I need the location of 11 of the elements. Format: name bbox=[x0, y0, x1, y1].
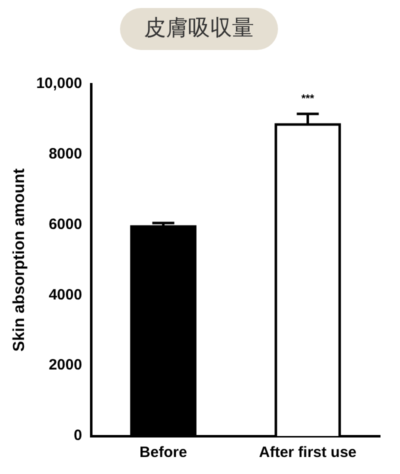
y-axis-title: Skin absorption amount bbox=[11, 168, 28, 352]
y-tick-label: 10,000 bbox=[36, 75, 82, 92]
annotation: *** bbox=[301, 92, 315, 105]
y-tick-label: 2000 bbox=[48, 356, 82, 374]
y-tick-label: 4000 bbox=[48, 286, 82, 304]
chart-title: 皮膚吸収量 bbox=[120, 8, 278, 50]
x-tick-label: After first use bbox=[259, 444, 357, 462]
y-tick-label: 0 bbox=[74, 427, 82, 444]
y-tick-label: 8000 bbox=[48, 146, 82, 163]
y-tick-label: 6000 bbox=[48, 216, 82, 233]
x-tick-label: Before bbox=[140, 444, 188, 462]
